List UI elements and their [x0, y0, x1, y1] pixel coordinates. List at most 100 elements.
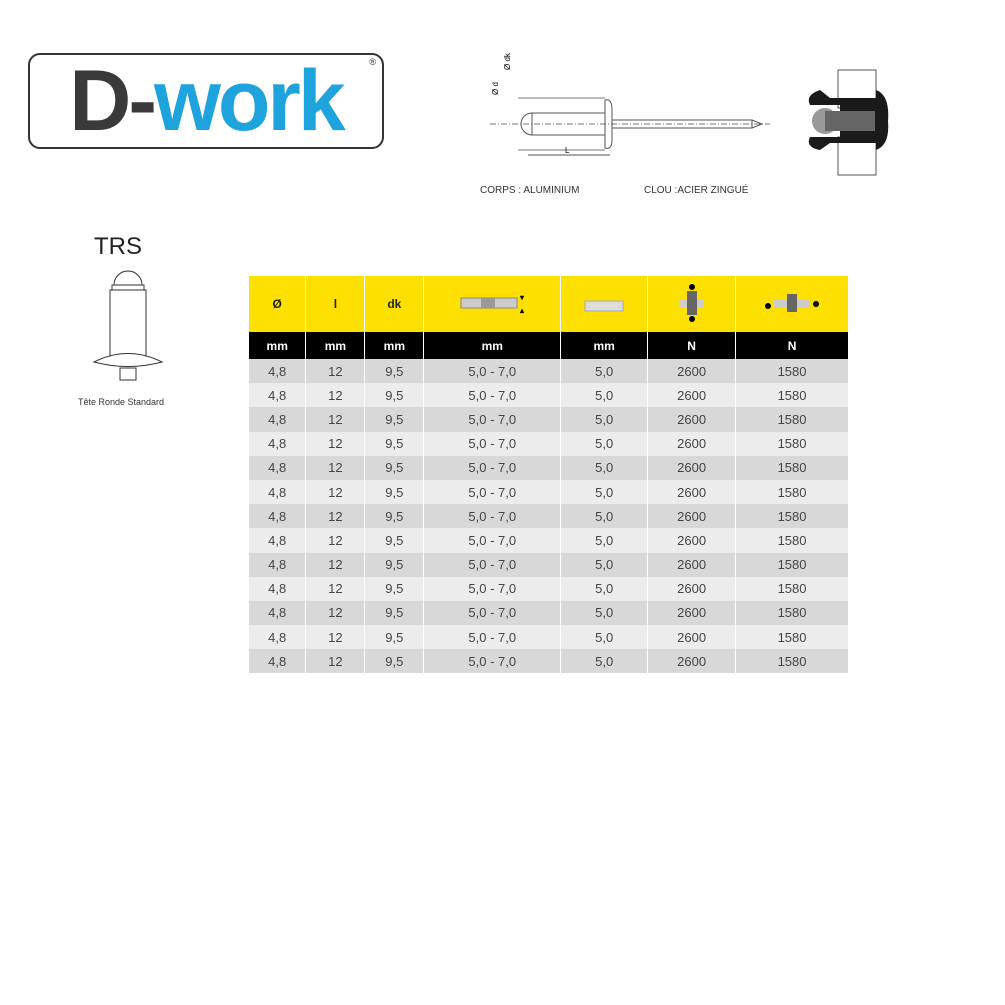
header-dk: dk: [364, 276, 425, 332]
table-cell: 4,8: [249, 504, 307, 529]
table-cell: 4,8: [249, 383, 307, 408]
table-cell: 2600: [647, 383, 737, 408]
table-cell: 1580: [735, 649, 849, 674]
table-cell: 12: [305, 625, 366, 650]
table-cell: 5,0 - 7,0: [423, 479, 562, 505]
table-cell: 2600: [647, 576, 737, 601]
table-cell: 12: [305, 649, 366, 674]
table-cell: 1580: [735, 479, 849, 505]
unit-drill: mm: [560, 332, 649, 359]
table-cell: 5,0 - 7,0: [423, 504, 562, 529]
table-cell: 5,0 - 7,0: [423, 649, 562, 674]
table-cell: 5,0: [560, 600, 649, 626]
table-cell: 5,0: [560, 359, 649, 384]
d-work-logo: D-work ®: [28, 53, 384, 149]
table-cell: 4,8: [249, 576, 307, 601]
table-cell: 2600: [647, 625, 737, 650]
table-cell: 1580: [735, 359, 849, 384]
round-head-rivet-icon: [92, 270, 164, 381]
table-cell: 5,0 - 7,0: [423, 455, 562, 480]
table-row: 4,8 12 9,5 5,0 - 7,0 5,0 2600 1580: [249, 359, 849, 384]
table-cell: 5,0 - 7,0: [423, 383, 562, 408]
table-cell: 5,0: [560, 625, 649, 650]
table-row: 4,8 12 9,5 5,0 - 7,0 5,0 2600 1580: [249, 552, 849, 577]
header-length: l: [305, 276, 366, 332]
table-cell: 5,0: [560, 383, 649, 408]
table-cell: 12: [305, 528, 366, 553]
table-cell: 1580: [735, 552, 849, 577]
table-cell: 4,8: [249, 479, 307, 505]
table-cell: 5,0: [560, 576, 649, 601]
drill-icon: [560, 276, 649, 332]
logo-text-blue: work: [154, 52, 346, 149]
table-cell: 9,5: [364, 552, 425, 577]
table-cell: 1580: [735, 455, 849, 480]
unit-length: mm: [305, 332, 366, 359]
table-cell: 12: [305, 407, 366, 432]
svg-text:▴: ▴: [519, 306, 525, 315]
table-cell: 12: [305, 431, 366, 456]
table-row: 4,8 12 9,5 5,0 - 7,0 5,0 2600 1580: [249, 528, 849, 553]
table-cell: 12: [305, 600, 366, 626]
tensile-icon: [735, 276, 849, 332]
table-cell: 5,0: [560, 528, 649, 553]
table-cell: 5,0: [560, 479, 649, 505]
specs-table: Ø l dk ▾ ▴ mm mm mm mm mm N N 4,8 12 9,5 5,0…: [249, 276, 849, 674]
table-cell: 2600: [647, 431, 737, 456]
table-cell: 12: [305, 383, 366, 408]
table-cell: 5,0 - 7,0: [423, 528, 562, 553]
table-cell: 12: [305, 552, 366, 577]
table-cell: 2600: [647, 407, 737, 432]
unit-tensile: N: [735, 332, 849, 359]
unit-grip: mm: [423, 332, 562, 359]
table-cell: 2600: [647, 359, 737, 384]
table-cell: 5,0 - 7,0: [423, 359, 562, 384]
table-cell: 9,5: [364, 504, 425, 529]
table-cell: 4,8: [249, 649, 307, 674]
table-row: 4,8 12 9,5 5,0 - 7,0 5,0 2600 1580: [249, 576, 849, 601]
table-cell: 5,0: [560, 407, 649, 432]
table-row: 4,8 12 9,5 5,0 - 7,0 5,0 2600 1580: [249, 455, 849, 480]
table-cell: 12: [305, 455, 366, 480]
table-cell: 2600: [647, 504, 737, 529]
table-cell: 5,0 - 7,0: [423, 576, 562, 601]
table-cell: 4,8: [249, 431, 307, 456]
table-cell: 9,5: [364, 383, 425, 408]
table-cell: 2600: [647, 552, 737, 577]
table-cell: 2600: [647, 455, 737, 480]
table-cell: 1580: [735, 576, 849, 601]
rivet-dimension-diagram: Ø d Ø dk L: [490, 52, 770, 156]
table-cell: 4,8: [249, 528, 307, 553]
table-cell: 12: [305, 479, 366, 505]
table-cell: 5,0 - 7,0: [423, 600, 562, 626]
table-cell: 5,0 - 7,0: [423, 407, 562, 432]
table-cell: 12: [305, 576, 366, 601]
table-cell: 2600: [647, 649, 737, 674]
table-cell: 9,5: [364, 359, 425, 384]
table-cell: 2600: [647, 479, 737, 505]
table-cell: 9,5: [364, 455, 425, 480]
table-cell: 9,5: [364, 407, 425, 432]
installed-rivet-icon: [808, 69, 889, 176]
table-cell: 1580: [735, 407, 849, 432]
label-L: L: [565, 146, 570, 155]
table-cell: 5,0 - 7,0: [423, 625, 562, 650]
table-cell: 12: [305, 359, 366, 384]
table-cell: 1580: [735, 504, 849, 529]
table-cell: 4,8: [249, 407, 307, 432]
table-row: 4,8 12 9,5 5,0 - 7,0 5,0 2600 1580: [249, 479, 849, 505]
table-row: 4,8 12 9,5 5,0 - 7,0 5,0 2600 1580: [249, 407, 849, 432]
label-dk: Ø dk: [503, 52, 512, 70]
unit-shear: N: [647, 332, 737, 359]
table-row: 4,8 12 9,5 5,0 - 7,0 5,0 2600 1580: [249, 600, 849, 626]
table-cell: 5,0: [560, 649, 649, 674]
label-d: Ø d: [491, 82, 500, 95]
table-row: 4,8 12 9,5 5,0 - 7,0 5,0 2600 1580: [249, 431, 849, 456]
table-cell: 5,0: [560, 431, 649, 456]
table-cell: 1580: [735, 431, 849, 456]
table-cell: 5,0 - 7,0: [423, 431, 562, 456]
table-cell: 5,0 - 7,0: [423, 552, 562, 577]
table-row: 4,8 12 9,5 5,0 - 7,0 5,0 2600 1580: [249, 504, 849, 529]
logo-text-dark: D-: [69, 52, 157, 149]
